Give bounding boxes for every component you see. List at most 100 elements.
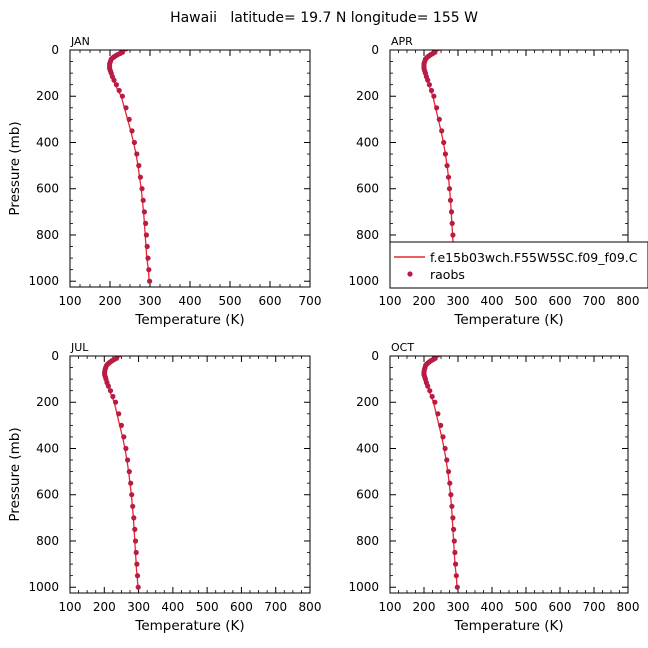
x-tick-label: 100 [59,294,82,308]
x-tick-label: 700 [299,294,322,308]
plot-frame-jul [69,355,311,594]
raobs-point [440,434,446,440]
raobs-point [449,220,455,226]
raobs-point [118,422,124,428]
x-tick-label: 500 [515,600,538,614]
x-tick-label: 500 [196,600,219,614]
raobs-point [131,139,137,146]
panel-label-apr: APR [391,35,413,48]
x-tick-label: 200 [99,294,122,308]
raobs-point [445,174,452,180]
y-tick-label: 0 [371,43,379,57]
raobs-point [139,186,145,192]
raobs-point [147,278,153,284]
y-tick-label: 200 [36,89,59,103]
raobs-point [141,209,147,215]
raobs-point [453,561,459,567]
y-tick-label: 0 [51,349,59,363]
raobs-point [128,480,134,486]
y-tick-label: 200 [356,89,379,103]
x-tick-label: 300 [139,294,162,308]
raobs-point [450,232,456,238]
x-axis-title: Temperature (K) [453,618,563,634]
raobs-point [439,128,445,134]
y-tick-label: 600 [356,488,379,502]
raobs-point [454,584,460,590]
x-tick-label: 400 [161,600,184,614]
x-tick-label: 200 [413,600,436,614]
panels: 100 200 300 400 500 600 70002004006008001000JA… [7,35,639,634]
raobs-point [448,492,454,498]
x-axis-title: Temperature (K) [134,312,244,328]
x-tick-label: 600 [549,294,572,308]
y-axis-title: Pressure (mb) [7,427,23,521]
panel-label-oct: OCT [391,341,414,354]
legend: f.e15b03wch.F55W5SC.f09_f09.C raobs [389,241,648,289]
raobs-point [125,457,131,463]
y-tick-label: 800 [356,228,379,242]
plot-frame-oct [389,355,629,594]
raobs-point [121,434,127,440]
legend-marker-swatch [407,271,413,277]
raobs-point [143,220,149,226]
x-tick-label: 600 [259,294,282,308]
x-tick-label: 200 [93,600,116,614]
raobs-point [143,232,149,238]
raobs-point [452,549,458,556]
raobs-point [113,82,119,88]
y-tick-label: 400 [36,135,59,149]
raobs-point [105,383,111,389]
y-tick-label: 1000 [28,580,59,594]
raobs-point [425,383,431,389]
raobs-point [107,388,114,394]
x-tick-label: 600 [549,600,572,614]
raobs-point [145,255,151,261]
raobs-point [133,549,139,556]
y-tick-label: 800 [36,228,59,242]
raobs-point [119,93,125,99]
legend-obs-label: raobs [430,267,465,282]
y-tick-label: 1000 [348,580,379,594]
x-tick-label: 100 [379,600,402,614]
raobs-point [451,538,457,544]
y-axis-title: Pressure (mb) [7,121,23,215]
raobs-point [126,116,132,122]
raobs-point [116,411,122,417]
panel-oct: 100 200 300 400 500 600 700 800 0 200 400 600 800 100… [348,341,639,634]
raobs-point [444,457,450,463]
legend-model-label: f.e15b03wch.F55W5SC.f09_f09.C [430,250,638,265]
raobs-point [428,87,435,94]
raobs-point [123,445,129,452]
y-tick-label: 1000 [348,274,379,288]
y-tick-label: 600 [36,488,59,502]
raobs-point [134,573,141,579]
raobs-point [450,515,456,521]
raobs-point [432,399,438,405]
raobs-point [435,411,441,417]
x-tick-label: 600 [230,600,253,614]
raobs-point [146,267,152,273]
raobs-point [113,399,119,405]
y-tick-label: 800 [356,534,379,548]
raobs-point [431,93,437,99]
raobs-point [116,87,122,94]
x-tick-label: 100 [59,600,82,614]
raobs-point [123,105,129,111]
raobs-point [137,174,143,180]
x-tick-label: 800 [299,600,322,614]
raobs-point [132,526,138,533]
raobs-point [136,163,142,169]
raobs-point [451,526,457,533]
raobs-point [444,163,450,169]
raobs-point [131,515,137,521]
raobs-point [447,197,454,203]
panel-apr: 100 200 300 400 500 600 700 800 0 200 400 600 800 100… [348,35,639,328]
raobs-point [436,116,442,122]
y-tick-label: 0 [51,43,59,57]
panel-label-jan: JAN [70,35,90,48]
x-axis-title: Temperature (K) [134,618,244,634]
raobs-point [140,197,146,203]
x-tick-label: 100 [379,294,402,308]
panel-jul: 100 200 300 400 500 600 700 800 0 200 400 600 800 100… [7,341,321,634]
raobs-point [438,422,444,428]
